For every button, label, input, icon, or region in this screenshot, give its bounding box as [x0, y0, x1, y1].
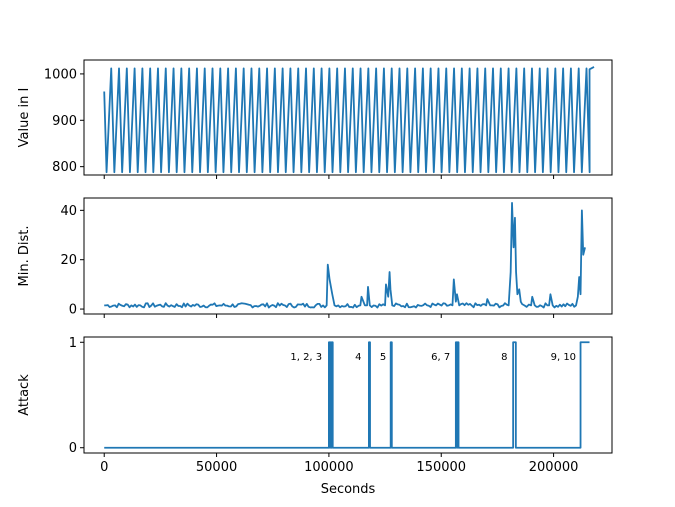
x-axis: 0 50000 100000 150000 200000 [100, 453, 578, 475]
x-tick-label: 50000 [196, 460, 237, 475]
series-layer [104, 202, 586, 309]
y-tick-label: 800 [52, 160, 77, 175]
attack-annotation: 4 [355, 352, 361, 363]
x-axis-label: Seconds [321, 482, 376, 497]
series-layer [104, 341, 590, 449]
series-layer [103, 66, 595, 174]
x-tick-label: 150000 [416, 460, 466, 475]
annotations: 1, 2, 3 4 5 6, 7 8 9, 10 [290, 352, 576, 363]
y-axis-label: Min. Dist. [17, 226, 32, 287]
panel-attack: 01 0 50000 100000 150000 200000 1, 2, 3 4 5 6, … [17, 336, 613, 497]
attack-annotation: 9, 10 [551, 352, 576, 363]
series-line [104, 202, 586, 309]
y-tick-label: 20 [60, 253, 77, 268]
series-line [103, 66, 595, 174]
y-axis-label: Value in I [17, 88, 32, 148]
plot-frame [83, 197, 613, 315]
x-tick-label: 200000 [529, 460, 579, 475]
attack-annotation: 5 [380, 352, 386, 363]
y-axis-label: Attack [17, 374, 32, 416]
x-axis-ticks [103, 314, 555, 318]
y-axis: 0 20 40 [60, 204, 84, 318]
panel-min-dist: 0 20 40 Min. Dist. [17, 197, 613, 318]
x-axis-ticks [103, 175, 555, 179]
attack-annotation: 1, 2, 3 [290, 352, 322, 363]
x-tick-label: 0 [100, 460, 108, 475]
plot-frame [83, 336, 613, 454]
y-axis: 01 [69, 336, 84, 456]
y-tick-label: 1 [69, 336, 77, 351]
plot-frame [83, 59, 613, 176]
attack-annotation: 6, 7 [431, 352, 450, 363]
y-tick-label: 0 [69, 441, 77, 456]
y-tick-label: 1000 [44, 67, 77, 82]
panel-value-in-i: 800 900 1000 Value in I [17, 59, 613, 179]
x-tick-label: 100000 [304, 460, 354, 475]
y-tick-label: 900 [52, 114, 77, 129]
series-line [104, 341, 590, 449]
y-tick-label: 40 [60, 204, 77, 219]
attack-annotation: 8 [501, 352, 507, 363]
y-tick-label: 0 [69, 303, 77, 318]
y-axis: 800 900 1000 [44, 67, 84, 175]
